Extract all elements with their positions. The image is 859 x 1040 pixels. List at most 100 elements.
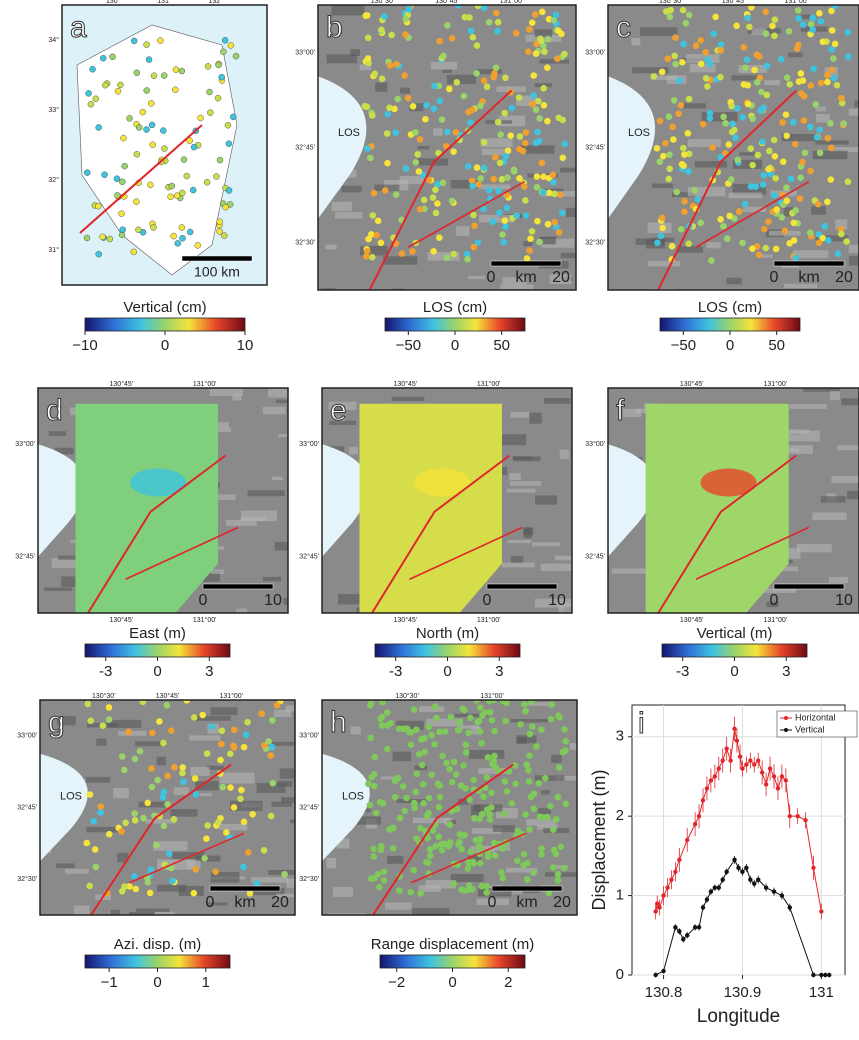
insar-point — [484, 806, 491, 813]
insar-point — [764, 92, 771, 99]
insar-point — [550, 864, 557, 871]
relief — [241, 517, 267, 521]
insar-point — [729, 129, 736, 136]
insar-point — [244, 719, 251, 726]
insar-point — [783, 111, 790, 118]
relief — [560, 168, 587, 173]
colorbar-tick-label: 0 — [153, 974, 161, 991]
insar-point — [821, 223, 828, 230]
insar-point — [691, 187, 698, 194]
insar-point — [497, 131, 504, 138]
relief — [640, 27, 677, 36]
insar-point — [474, 719, 481, 726]
scale-bar — [491, 261, 561, 266]
insar-point — [784, 197, 791, 204]
panel-letter: f — [616, 394, 625, 427]
insar-point — [504, 174, 511, 181]
insar-point — [434, 200, 441, 207]
insar-point — [562, 738, 569, 745]
bottom-coordinate: 130°45' — [394, 616, 418, 624]
data-point — [776, 786, 780, 790]
relief — [811, 206, 826, 215]
data-point — [756, 878, 760, 882]
scale-bar — [774, 584, 844, 589]
insar-point — [526, 247, 533, 254]
top-coordinate: 130°45' — [156, 692, 180, 700]
relief — [502, 562, 535, 567]
insar-point — [486, 19, 493, 26]
insar-point — [685, 168, 692, 175]
insar-point — [467, 848, 474, 855]
insar-point — [384, 746, 391, 753]
insar-point — [525, 767, 532, 774]
insar-point — [218, 741, 225, 748]
relief — [729, 193, 763, 199]
insar-point — [660, 153, 667, 160]
insar-point — [192, 775, 199, 782]
insar-point — [533, 106, 540, 113]
insar-point — [829, 67, 836, 74]
insar-point — [408, 729, 415, 736]
insar-point — [717, 74, 724, 81]
gps-station — [195, 242, 201, 248]
gps-station — [168, 194, 174, 200]
insar-point — [397, 815, 404, 822]
gps-station — [96, 251, 102, 257]
insar-point — [87, 717, 94, 724]
scale-label: 10 — [835, 592, 853, 609]
insar-point — [551, 219, 558, 226]
colorbar-tick-label: 10 — [237, 337, 254, 354]
legend-marker — [784, 728, 788, 732]
insar-point — [818, 80, 825, 87]
insar-point — [666, 165, 673, 172]
insar-point — [453, 79, 460, 86]
insar-point — [237, 796, 244, 803]
relief — [383, 256, 417, 264]
gps-station — [219, 74, 225, 80]
relief — [507, 540, 531, 543]
gps-station — [119, 179, 125, 185]
insar-point — [798, 70, 805, 77]
insar-point — [471, 244, 478, 251]
insar-point — [502, 223, 509, 230]
insar-point — [459, 705, 466, 712]
data-point — [823, 973, 827, 977]
insar-point — [757, 107, 764, 114]
insar-point — [536, 115, 543, 122]
insar-point — [191, 890, 198, 897]
gps-station — [184, 173, 190, 179]
insar-point — [553, 816, 560, 823]
relief — [170, 809, 197, 817]
insar-point — [845, 178, 852, 185]
colorbar-tick-label: −2 — [388, 974, 405, 991]
y-tick-label: 2 — [616, 807, 624, 824]
data-point — [713, 774, 717, 778]
insar-point — [481, 165, 488, 172]
relief — [523, 527, 533, 535]
insar-point — [558, 31, 565, 38]
relief — [56, 863, 74, 868]
insar-point — [671, 53, 678, 60]
insar-point — [444, 129, 451, 136]
insar-point — [416, 168, 423, 175]
left-coordinate: 32°45' — [299, 553, 319, 561]
insar-point — [373, 810, 380, 817]
colorbar-label: Range displacement (m) — [371, 936, 534, 953]
insar-point — [816, 10, 823, 17]
insar-point — [243, 732, 250, 739]
left-coordinate: 32°45' — [15, 553, 35, 561]
insar-point — [680, 145, 687, 152]
insar-point — [245, 849, 252, 856]
relief — [189, 735, 220, 740]
insar-point — [269, 717, 276, 724]
insar-point — [413, 770, 420, 777]
chart-panel: 0123130.8130.9131LongitudeDisplacement (… — [589, 705, 857, 1027]
insar-point — [417, 890, 424, 897]
insar-point — [545, 221, 552, 228]
insar-point — [782, 227, 789, 234]
insar-point — [810, 65, 817, 72]
gps-station — [93, 96, 99, 102]
insar-point — [467, 715, 474, 722]
relief — [513, 456, 541, 461]
relief — [611, 568, 646, 573]
